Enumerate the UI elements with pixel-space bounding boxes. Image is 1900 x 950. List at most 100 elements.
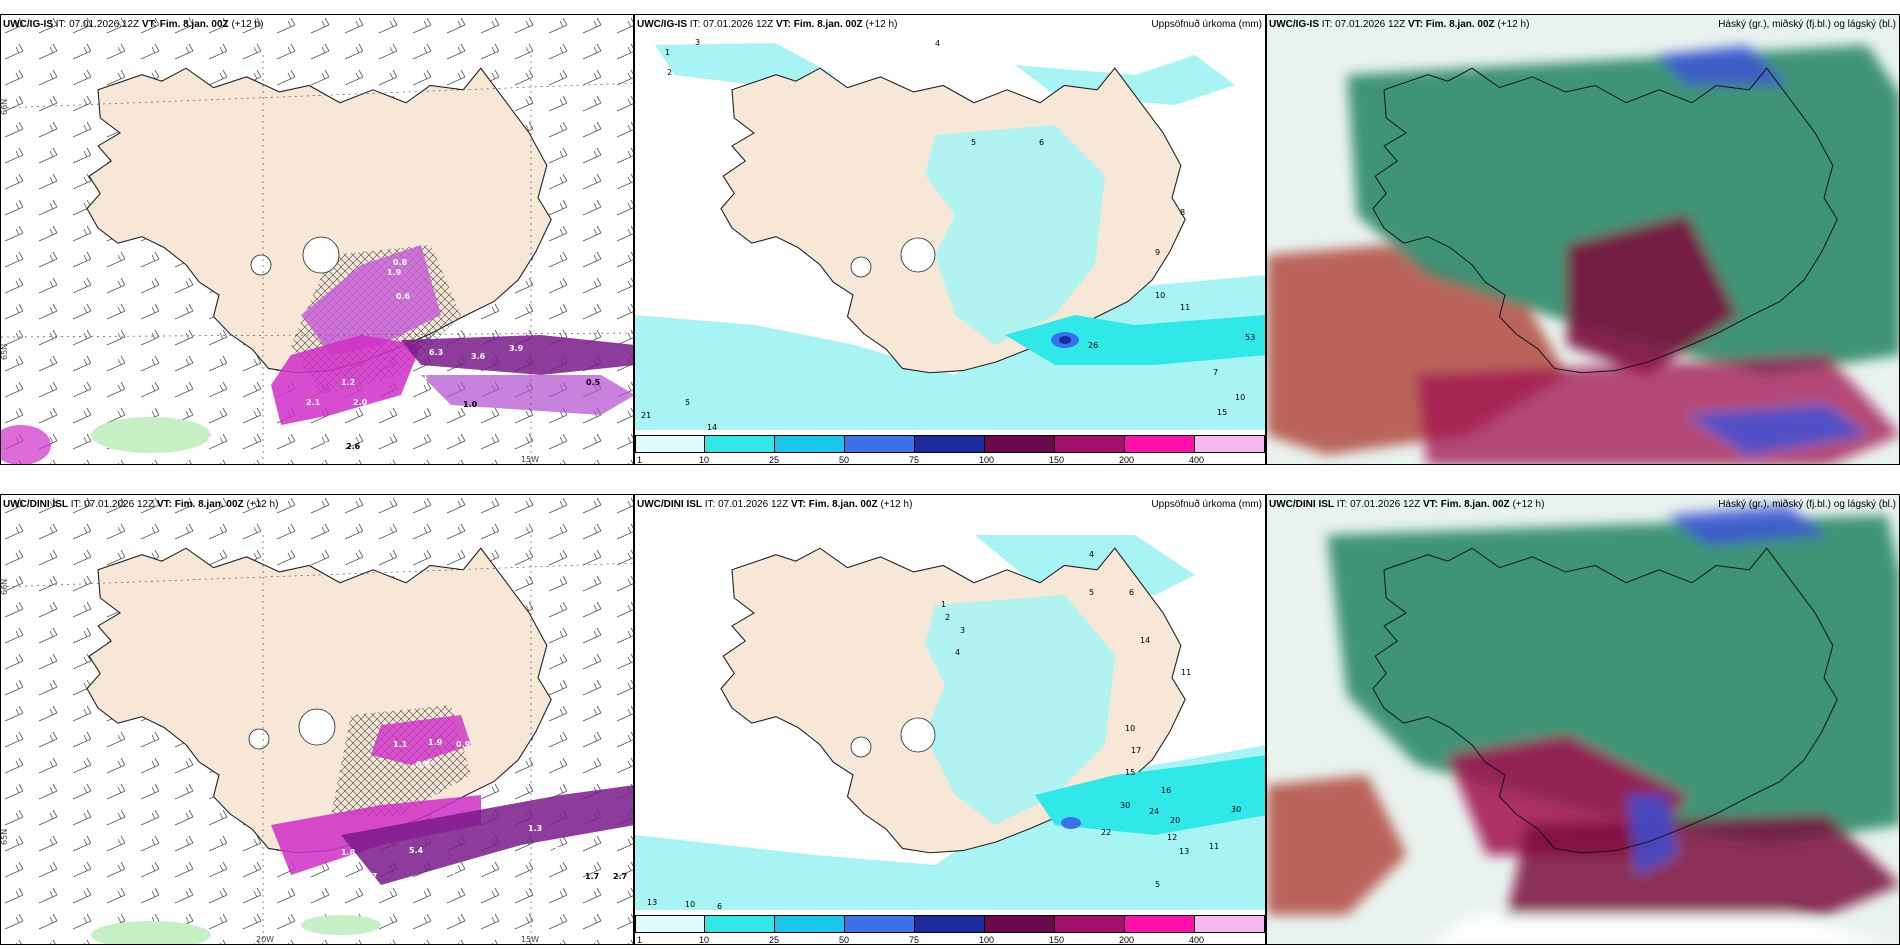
colorbar-swatch [705,435,775,453]
val-label: 3 [960,626,965,635]
colorbar-swatch [915,915,985,933]
val-label: 14 [1140,636,1150,645]
colorbar-swatch [705,915,775,933]
val-label: 1.5 [451,870,466,879]
val-label: 1.0 [463,400,478,409]
val-label: 3.6 [471,352,486,361]
colorbar-swatch [1125,435,1195,453]
val-label: 1 [665,48,670,57]
val-label: 1.8 [341,848,356,857]
val-label: 6 [1039,138,1044,147]
val-label: 11 [1180,303,1190,312]
colorbar-swatch [845,435,915,453]
val-label: 4 [1089,550,1094,559]
colorbar-tick: 400 [1189,455,1205,465]
colorbar-swatch [635,435,705,453]
colorbar-tick: 200 [1119,455,1135,465]
lat-label: 65N [1,344,9,360]
colorbar-tick: 50 [839,935,850,945]
val-label: 26 [1088,341,1098,350]
panel-r2-wind-precip: UWC/DINI ISL IT: 07.01.2026 12Z VT: Fim.… [0,494,634,945]
val-label: 13 [1179,847,1189,856]
colorbar-tick: 150 [1049,455,1065,465]
val-label: 3.9 [509,344,524,353]
colorbar-tick: 25 [769,935,780,945]
colorbar-swatch [1125,915,1195,933]
val-label: 53 [1245,333,1255,342]
val-label: 9 [1155,248,1160,257]
val-label: 20 [1170,816,1180,825]
precip-colorbar: 1 10 25 50 75 100 150 200 400 [635,435,1265,465]
val-label: 11 [1209,842,1219,851]
val-label: 0.5 [586,378,601,387]
colorbar-swatch [845,915,915,933]
val-label: 6 [1129,588,1134,597]
val-label: 15 [1125,768,1135,777]
val-label: 7 [1213,368,1218,377]
val-label: 5 [685,398,690,407]
accum-precip-map: 1 2 3 4 5 6 8 9 10 11 7 10 15 5 14 21 26… [635,38,1265,432]
panel-r1-wind-precip: UWC/IG-IS IT: 07.01.2026 12Z VT: Fim. 8.… [0,14,634,465]
colorbar-swatch [775,435,845,453]
colorbar-tick: 50 [839,455,850,465]
panel-r2-accum-precip: UWC/DINI ISL IT: 07.01.2026 12Z VT: Fim.… [634,494,1266,945]
val-label: 0.8 [393,258,408,267]
precip-colorbar: 1 10 25 50 75 100 150 200 400 [635,915,1265,945]
val-label: 10 [685,900,695,909]
val-label: 11 [1181,668,1191,677]
val-label: 6.3 [429,348,443,357]
panel-subtitle: Uppsöfnuð úrkoma (mm) [1151,19,1262,30]
val-label: 15 [1217,408,1227,417]
colorbar-swatch [985,435,1055,453]
panel-r2-clouds: UWC/DINI ISL IT: 07.01.2026 12Z VT: Fim.… [1266,494,1900,945]
colorbar-tick: 150 [1049,935,1065,945]
val-label: 5 [1089,588,1094,597]
val-label: 4 [955,648,960,657]
val-label: 0.9 [456,740,471,749]
val-label: 1.3 [207,436,221,445]
colorbar-swatch [915,435,985,453]
lat-label: 66N [1,99,9,115]
val-label: 30 [1231,805,1241,814]
val-label: 0.6 [396,292,411,301]
val-label: 10 [1125,724,1135,733]
colorbar-swatch [1055,915,1125,933]
colorbar-tick: 400 [1189,935,1205,945]
val-label: 5 [1155,880,1160,889]
val-label: 1.2 [341,378,355,387]
val-label: 1.7 [585,872,599,881]
val-label: 2 [945,613,950,622]
colorbar-tick: 100 [979,935,995,945]
val-label: 3.2 [331,868,345,877]
colorbar-tick: 200 [1119,935,1135,945]
colorbar-tick: 25 [769,455,780,465]
val-label: 3 [695,38,700,47]
panel-subtitle: Háský (gr.), miðský (fj.bl.) og lágský (… [1718,19,1896,30]
colorbar-swatch [1055,435,1125,453]
panel-title: UWC/DINI ISL IT: 07.01.2026 12Z VT: Fim.… [1269,499,1545,510]
val-label: 1.9 [428,738,443,747]
val-label: 17 [1131,746,1141,755]
val-label: 2.6 [546,844,561,853]
val-label: 1 [941,600,946,609]
val-label: 10 [1235,393,1245,402]
panel-title: UWC/IG-IS IT: 07.01.2026 12Z VT: Fim. 8.… [1269,19,1530,30]
val-label: 4.3 [503,860,517,869]
colorbar-swatch [985,915,1055,933]
val-label: 1.3 [528,824,542,833]
colorbar-swatch [635,915,705,933]
panel-title: UWC/IG-IS IT: 07.01.2026 12Z VT: Fim. 8.… [3,19,264,30]
val-label: 4 [935,39,940,48]
accum-precip-map: 1 2 3 4 4 5 6 14 11 10 17 15 16 30 24 20… [635,535,1265,911]
val-label: 4.1 [414,372,429,381]
panel-subtitle: Háský (gr.), miðský (fj.bl.) og lágský (… [1718,499,1896,510]
colorbar-tick: 10 [699,935,710,945]
val-label: 2.7 [613,872,627,881]
val-label: 30 [1120,801,1130,810]
val-label: 14 [707,423,717,432]
lon-label: 20W [256,935,274,944]
panel-r1-accum-precip: UWC/IG-IS IT: 07.01.2026 12Z VT: Fim. 8.… [634,14,1266,465]
colorbar-tick: 75 [909,935,920,945]
lat-label: 66N [1,579,9,595]
val-label: 1.1 [393,740,408,749]
